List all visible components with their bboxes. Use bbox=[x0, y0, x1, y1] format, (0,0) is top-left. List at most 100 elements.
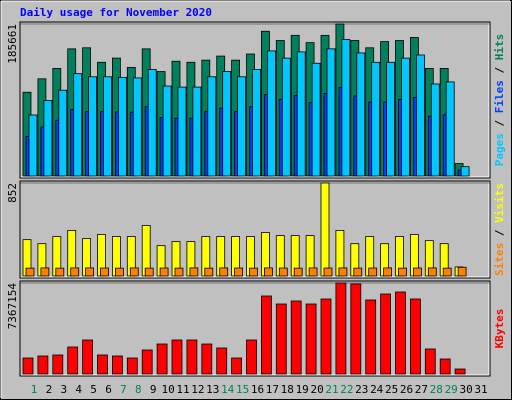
bar bbox=[189, 267, 199, 277]
bar bbox=[281, 57, 291, 177]
y-tick-label: 852 bbox=[6, 183, 19, 203]
bar bbox=[335, 282, 347, 375]
x-tick-label: 24 bbox=[370, 383, 384, 396]
bar bbox=[412, 267, 422, 277]
bar bbox=[442, 267, 452, 277]
legend-entry: Visits bbox=[493, 183, 506, 223]
bar bbox=[353, 267, 363, 277]
x-tick-label: 8 bbox=[135, 383, 142, 396]
bar bbox=[207, 76, 217, 177]
x-tick-label: 23 bbox=[355, 383, 368, 396]
bar bbox=[28, 114, 38, 177]
bar bbox=[144, 267, 154, 277]
bar bbox=[85, 267, 94, 277]
bar bbox=[115, 267, 124, 277]
legend: KBytes bbox=[493, 309, 506, 349]
bar bbox=[246, 339, 257, 375]
bar bbox=[275, 303, 287, 375]
bar bbox=[25, 267, 35, 277]
bar bbox=[368, 267, 378, 277]
bar bbox=[427, 267, 437, 277]
x-tick-label: 26 bbox=[400, 383, 413, 396]
bar bbox=[156, 343, 168, 375]
x-tick-label: 17 bbox=[266, 383, 279, 396]
legend-entry: Pages bbox=[493, 133, 506, 166]
bar bbox=[231, 357, 243, 375]
bar bbox=[37, 355, 49, 375]
bar bbox=[457, 266, 467, 277]
legend-separator: / bbox=[493, 113, 506, 133]
bar bbox=[460, 166, 470, 177]
bar bbox=[290, 300, 302, 375]
bar bbox=[112, 355, 123, 375]
x-tick-label: 9 bbox=[150, 383, 157, 396]
x-tick-label: 11 bbox=[176, 383, 189, 396]
x-tick-label: 31 bbox=[474, 383, 487, 396]
legend-entry: KBytes bbox=[493, 309, 506, 349]
bar bbox=[252, 69, 261, 177]
bar bbox=[132, 77, 142, 177]
bar bbox=[365, 299, 377, 375]
bar bbox=[159, 267, 169, 277]
bar bbox=[293, 267, 303, 277]
bar bbox=[266, 50, 276, 177]
x-tick-label: 30 bbox=[459, 383, 472, 396]
bar bbox=[58, 89, 68, 177]
x-tick-label: 10 bbox=[161, 383, 174, 396]
x-tick-label: 21 bbox=[325, 383, 338, 396]
bar bbox=[445, 81, 455, 177]
x-tick-label: 5 bbox=[90, 383, 97, 396]
bar bbox=[103, 76, 112, 177]
bar bbox=[22, 357, 34, 375]
bar bbox=[219, 267, 229, 277]
bar bbox=[222, 71, 232, 177]
bar bbox=[454, 368, 466, 375]
bar bbox=[52, 354, 64, 375]
bar bbox=[320, 298, 332, 375]
x-tick-label: 12 bbox=[191, 383, 204, 396]
x-tick-label: 1 bbox=[31, 383, 38, 396]
bar bbox=[401, 57, 410, 177]
x-tick-label: 18 bbox=[281, 383, 294, 396]
x-tick-label: 6 bbox=[105, 383, 112, 396]
legend-separator: / bbox=[493, 60, 506, 80]
bar bbox=[263, 267, 273, 277]
bar bbox=[147, 69, 157, 177]
bar bbox=[100, 267, 109, 277]
bar bbox=[380, 293, 392, 375]
bar bbox=[415, 54, 425, 177]
bar bbox=[424, 348, 436, 375]
x-tick-label: 19 bbox=[296, 383, 309, 396]
x-tick-label: 15 bbox=[236, 383, 249, 396]
bar bbox=[126, 357, 138, 375]
bar bbox=[383, 267, 393, 277]
bar bbox=[162, 85, 172, 177]
bar bbox=[201, 343, 213, 375]
bar bbox=[67, 346, 79, 375]
x-tick-label: 14 bbox=[221, 383, 235, 396]
bar bbox=[278, 267, 288, 277]
x-tick-label: 22 bbox=[340, 383, 353, 396]
x-tick-label: 20 bbox=[310, 383, 323, 396]
bar bbox=[341, 39, 351, 177]
bar bbox=[186, 339, 198, 375]
y-tick-label: 7367154 bbox=[6, 283, 19, 330]
x-tick-label: 27 bbox=[415, 383, 428, 396]
bar bbox=[216, 347, 228, 375]
bar bbox=[118, 76, 127, 177]
bar bbox=[308, 267, 318, 277]
bar bbox=[409, 298, 421, 375]
x-tick-label: 3 bbox=[60, 383, 67, 396]
legend: Sites / Visits bbox=[493, 183, 506, 276]
x-tick-label: 4 bbox=[75, 383, 82, 396]
bar bbox=[82, 339, 93, 375]
bar bbox=[320, 182, 330, 277]
legend-entry: Hits bbox=[493, 34, 506, 61]
bar bbox=[386, 61, 396, 177]
bar bbox=[171, 339, 183, 375]
bar bbox=[177, 86, 187, 177]
bar bbox=[323, 267, 333, 277]
bar bbox=[371, 61, 381, 177]
x-tick-label: 25 bbox=[385, 383, 398, 396]
